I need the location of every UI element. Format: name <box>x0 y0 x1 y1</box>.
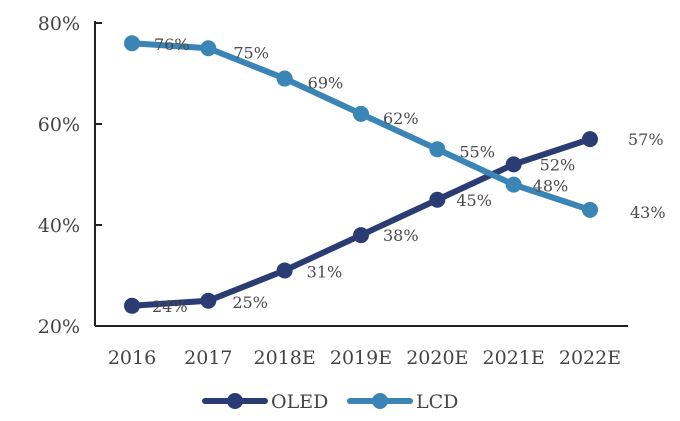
axes <box>94 21 628 327</box>
x-tick-label: 2016 <box>108 347 156 369</box>
legend-label-lcd: LCD <box>416 391 458 413</box>
series-points <box>124 35 598 314</box>
y-tick-label: 80% <box>38 13 80 35</box>
data-point-oled <box>582 131 598 148</box>
data-label-lcd: 55% <box>459 142 495 161</box>
data-point-lcd <box>505 176 522 193</box>
legend: OLED LCD <box>202 391 458 413</box>
x-tick-label: 2017 <box>184 347 232 369</box>
data-point-oled <box>505 156 522 173</box>
data-point-lcd <box>200 40 217 57</box>
x-tick-label: 2020E <box>406 347 468 369</box>
data-point-oled <box>124 297 140 314</box>
data-point-oled <box>353 227 369 244</box>
legend-label-oled: OLED <box>271 391 328 413</box>
data-point-lcd <box>582 201 598 218</box>
data-label-oled: 52% <box>540 155 576 174</box>
x-axis-ticks: 2016 2017 2018E 2019E 2020E 2021E 2022E <box>108 347 621 369</box>
data-label-lcd: 43% <box>630 203 666 222</box>
data-label-lcd: 62% <box>383 109 419 128</box>
legend-marker-lcd <box>372 393 388 409</box>
y-tick-label: 40% <box>38 215 80 237</box>
data-label-lcd: 76% <box>154 35 190 54</box>
data-label-oled: 31% <box>307 262 343 281</box>
data-point-lcd <box>276 70 293 87</box>
data-point-lcd <box>353 105 369 122</box>
data-point-oled <box>276 262 293 279</box>
data-label-lcd: 48% <box>533 177 569 196</box>
data-point-oled <box>429 191 446 208</box>
data-label-lcd: 75% <box>233 43 269 62</box>
data-labels: 24% 25% 31% 38% 45% 52% 57% 76% 75% 69% 62% 55% 48% 4… <box>152 35 666 316</box>
x-tick-label: 2018E <box>254 347 316 369</box>
data-label-oled: 45% <box>456 191 492 210</box>
data-point-lcd <box>429 141 446 158</box>
y-axis-ticks: 20% 40% 60% 80% <box>38 13 102 338</box>
x-tick-label: 2021E <box>483 347 545 369</box>
data-label-oled: 38% <box>383 226 419 245</box>
legend-marker-oled <box>227 393 243 409</box>
data-label-oled: 25% <box>232 293 268 312</box>
y-tick-label: 20% <box>38 316 80 338</box>
x-tick-label: 2019E <box>330 347 392 369</box>
data-label-oled: 24% <box>152 297 188 316</box>
y-tick-label: 60% <box>38 114 80 136</box>
data-point-lcd <box>124 35 140 52</box>
data-point-oled <box>200 292 217 309</box>
data-label-lcd: 69% <box>308 74 344 93</box>
series-lines <box>129 40 593 309</box>
x-tick-label: 2022E <box>559 347 621 369</box>
data-label-oled: 57% <box>628 130 664 149</box>
